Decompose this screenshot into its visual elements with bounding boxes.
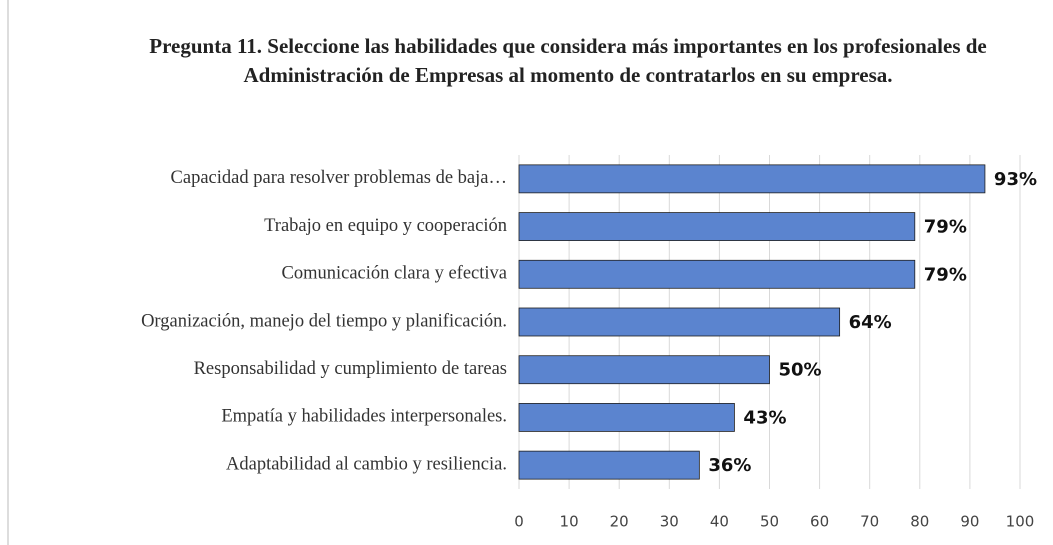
bar bbox=[518, 259, 916, 289]
x-tick-label: 70 bbox=[860, 513, 879, 531]
bar bbox=[518, 450, 700, 480]
x-tick-label: 40 bbox=[710, 513, 729, 531]
x-tick-label: 20 bbox=[610, 513, 629, 531]
x-tick-label: 50 bbox=[760, 513, 779, 531]
y-tick-label: Trabajo en equipo y cooperación bbox=[264, 216, 507, 236]
x-tick-label: 60 bbox=[810, 513, 829, 531]
x-tick-label: 90 bbox=[960, 513, 979, 531]
data-label: 50% bbox=[779, 360, 822, 381]
data-label: 43% bbox=[743, 407, 786, 428]
y-tick-label: Capacidad para resolver problemas de baj… bbox=[171, 168, 507, 188]
data-label: 93% bbox=[994, 169, 1037, 190]
data-label: 64% bbox=[849, 312, 892, 333]
chart-title: Pregunta 11. Seleccione las habilidades … bbox=[149, 34, 987, 87]
bar bbox=[518, 164, 986, 194]
y-tick-label: Adaptabilidad al cambio y resiliencia. bbox=[226, 454, 507, 474]
y-tick-label: Empatía y habilidades interpersonales. bbox=[221, 407, 507, 427]
x-tick-label: 10 bbox=[560, 513, 579, 531]
data-label: 79% bbox=[924, 264, 967, 285]
x-tick-label: 30 bbox=[660, 513, 679, 531]
y-tick-label: Organización, manejo del tiempo y planif… bbox=[141, 311, 507, 331]
bar bbox=[518, 212, 916, 241]
x-tick-label: 0 bbox=[514, 513, 524, 531]
bar bbox=[518, 403, 735, 432]
x-tick-label: 80 bbox=[910, 513, 929, 531]
y-tick-label: Comunicación clara y efectiva bbox=[282, 264, 508, 284]
y-tick-label: Responsabilidad y cumplimiento de tareas bbox=[194, 359, 507, 379]
bar bbox=[518, 355, 770, 385]
data-label: 36% bbox=[708, 455, 751, 476]
bar bbox=[518, 307, 841, 337]
data-label: 79% bbox=[924, 217, 967, 238]
x-tick-label: 100 bbox=[1006, 513, 1035, 531]
